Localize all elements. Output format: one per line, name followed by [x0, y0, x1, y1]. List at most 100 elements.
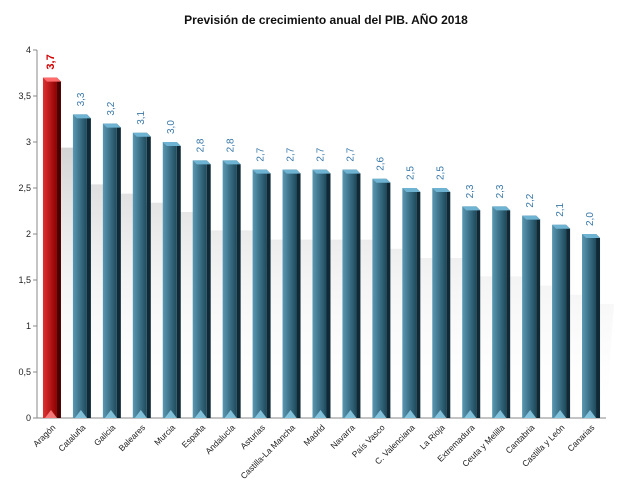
bar	[432, 188, 451, 418]
bar-side	[56, 77, 61, 418]
bar-front	[132, 132, 147, 419]
bar-front	[72, 114, 87, 419]
bar-base	[74, 410, 87, 418]
bar-base	[314, 410, 327, 418]
bar-side	[446, 188, 451, 418]
bar-top	[462, 206, 481, 211]
bar-base	[284, 410, 297, 418]
y-tick-label: 3,5	[18, 91, 31, 101]
bar	[282, 169, 301, 418]
bar	[342, 169, 361, 418]
bar	[402, 188, 421, 418]
bar-side	[266, 169, 271, 418]
bar-side	[86, 114, 91, 419]
bar-top	[222, 160, 241, 165]
data-label: 3,3	[76, 92, 87, 106]
bar-side	[596, 234, 601, 418]
bar	[312, 169, 331, 418]
bar-base	[254, 410, 267, 418]
data-label: 2,6	[375, 156, 386, 170]
data-labels: 3,7 3,3 3,2 3,1 3,0 2,8 2,8 2,7 2,7 2,7 2,7 2,6 2,5 2…	[45, 54, 596, 226]
data-label: 2,5	[435, 166, 446, 180]
bar-top	[42, 77, 61, 82]
bar	[192, 160, 211, 418]
bar-base	[104, 410, 117, 418]
bar-front	[372, 178, 387, 418]
bar-side	[326, 169, 331, 418]
data-label: 2,8	[196, 138, 207, 152]
bar-front	[222, 160, 237, 418]
category-label: Galicia	[92, 422, 118, 448]
bar	[222, 160, 241, 418]
category-label: Cataluña	[56, 422, 87, 453]
bar-top	[72, 114, 91, 119]
data-label: 3,7	[45, 54, 57, 69]
category-label: Madrid	[301, 422, 327, 448]
bar-side	[416, 188, 421, 418]
bar-base	[194, 410, 207, 418]
bar-front	[462, 206, 477, 418]
y-tick-label: 4	[26, 45, 31, 55]
bar-base	[434, 410, 447, 418]
data-label: 3,1	[136, 110, 147, 124]
bar-side	[566, 224, 571, 418]
bar-base	[464, 410, 477, 418]
bar-front	[582, 234, 597, 418]
bar	[522, 215, 541, 418]
data-label: 3,0	[166, 120, 177, 134]
bar-side	[536, 215, 541, 418]
data-label: 2,3	[495, 184, 506, 198]
bar-top	[372, 178, 391, 183]
bar	[162, 142, 181, 418]
bar-side	[176, 142, 181, 418]
bar-top	[582, 234, 601, 238]
bars	[42, 77, 601, 419]
bar-top	[432, 188, 451, 192]
bar-front	[432, 188, 447, 418]
bar	[132, 132, 151, 419]
bar-top	[282, 169, 301, 174]
data-label: 2,7	[256, 147, 267, 161]
bar-base	[134, 410, 147, 418]
data-label: 2,7	[316, 147, 327, 161]
bar	[582, 234, 601, 418]
bar-top	[552, 224, 571, 229]
bar-base	[524, 410, 537, 418]
bar-top	[162, 142, 181, 146]
bar-top	[252, 169, 271, 174]
bar-top	[522, 215, 541, 220]
category-label: Castilla-La Mancha	[238, 422, 297, 481]
y-tick-label: 1	[26, 321, 31, 331]
bar-base	[494, 410, 507, 418]
data-label: 2,1	[555, 202, 566, 216]
bar-base	[164, 410, 177, 418]
bar-front	[402, 188, 417, 418]
category-label: Canarias	[565, 422, 596, 453]
bar	[552, 224, 571, 418]
category-label: España	[180, 422, 208, 450]
bar	[372, 178, 391, 418]
y-tick-label: 0	[26, 413, 31, 423]
bar-front	[102, 123, 117, 418]
bar-base	[44, 410, 57, 418]
bar	[102, 123, 121, 418]
y-tick-label: 3	[26, 137, 31, 147]
category-label: Aragón	[31, 422, 58, 449]
data-label: 2,8	[226, 138, 237, 152]
category-label: Baleares	[116, 422, 147, 453]
data-label: 2,5	[405, 166, 416, 180]
bar-top	[102, 123, 121, 128]
bar-top	[192, 160, 211, 165]
bar-side	[506, 206, 511, 418]
bar	[252, 169, 271, 418]
bar	[462, 206, 481, 418]
data-label: 2,2	[525, 193, 536, 207]
bar-top	[402, 188, 421, 192]
chart-title: Previsión de crecimiento anual del PIB. …	[184, 12, 468, 27]
y-tick-label: 2,5	[18, 183, 31, 193]
category-label: Navarra	[328, 422, 357, 451]
bar-front	[282, 169, 297, 418]
category-label: Murcia	[152, 422, 177, 447]
